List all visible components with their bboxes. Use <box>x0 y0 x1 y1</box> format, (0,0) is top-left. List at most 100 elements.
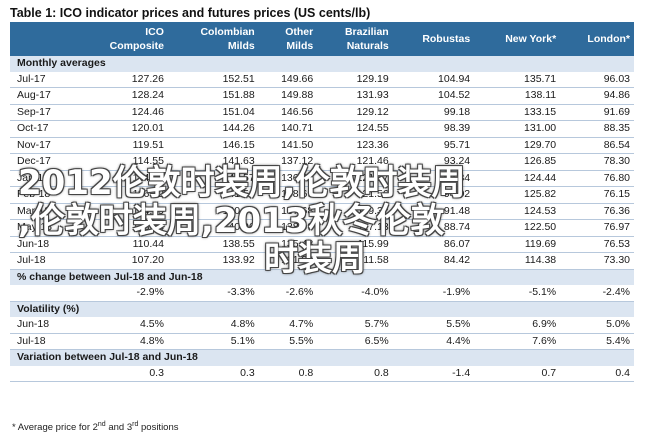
row-label: Jun-18 <box>10 317 78 334</box>
table-cell: 151.88 <box>167 87 259 105</box>
row-label <box>10 285 78 302</box>
table-row: Dec-17 114.55 141.63 137.12 121.46 93.24 126.8… <box>10 153 634 171</box>
table-body: Monthly averages Jul-17 127.26 152.51 149.66… <box>10 56 634 382</box>
table-cell: 0.8 <box>317 365 393 382</box>
table-cell: 115.99 <box>317 236 393 253</box>
table-row: Jul-18 4.8% 5.1% 5.5% 6.5% 4.4% 7.6% 5.4% <box>10 333 634 350</box>
table-cell: 0.3 <box>77 365 168 382</box>
footnote-text: positions <box>138 422 179 434</box>
table-cell: 137.12 <box>258 153 318 171</box>
table-cell: -2.6% <box>258 285 318 302</box>
table-cell: 121.46 <box>317 153 393 171</box>
table-cell: 124.53 <box>474 203 561 220</box>
table-cell: 0.3 <box>167 365 259 382</box>
table-cell: 126.85 <box>474 153 561 171</box>
table-cell: 138.69 <box>258 186 318 204</box>
table-cell: 135.48 <box>258 236 318 253</box>
table-cell: 6.5% <box>317 333 393 350</box>
section-heading-row: Monthly averages <box>10 56 634 72</box>
column-header: Other Milds <box>258 22 318 56</box>
table-cell: -2.4% <box>560 285 634 302</box>
section-heading: Volatility (%) <box>10 301 634 317</box>
row-label: Nov-17 <box>10 137 78 154</box>
table-cell: 136.33 <box>258 170 318 187</box>
table-cell: 138.99 <box>258 219 318 237</box>
table-cell: -2.9% <box>77 285 168 302</box>
table-row: Nov-17 119.51 146.15 141.50 123.36 95.71 129.7… <box>10 137 634 154</box>
row-label: May-18 <box>10 219 78 237</box>
table-cell: -3.3% <box>167 285 259 302</box>
table-cell: 6.9% <box>474 317 561 334</box>
table-cell: 73.30 <box>560 252 634 270</box>
table-cell: 140.71 <box>258 120 318 138</box>
table-cell: 123.36 <box>317 137 393 154</box>
row-label: Jan-18 <box>10 170 78 187</box>
row-label: Jun-18 <box>10 236 78 253</box>
section-heading: Monthly averages <box>10 56 634 72</box>
table-cell: 5.1% <box>167 333 259 350</box>
table-cell: 120.01 <box>77 120 168 138</box>
row-label: Jul-18 <box>10 333 78 350</box>
table-cell: 149.66 <box>258 71 318 88</box>
column-header: Colombian Milds <box>167 22 259 56</box>
table-cell: -4.0% <box>317 285 393 302</box>
table-cell: 78.30 <box>560 153 634 171</box>
footnote-sup: rd <box>132 421 139 428</box>
table-cell: 133.92 <box>167 252 259 270</box>
table-cell: 140.06 <box>167 219 259 237</box>
table-cell: 5.4% <box>560 333 634 350</box>
table-cell: 95.71 <box>392 137 475 154</box>
table-row: Mar-18 114.69 140.63 137.68 119.32 91.48 124.5… <box>10 203 634 220</box>
row-label: Feb-18 <box>10 186 78 204</box>
table-cell: 76.97 <box>560 219 634 237</box>
table-cell: 5.7% <box>317 317 393 334</box>
table-cell: 93.34 <box>392 170 475 187</box>
section-heading-row: Variation between Jul-18 and Jun-18 <box>10 349 634 366</box>
table-cell: 93.24 <box>392 153 475 171</box>
table-cell: 104.52 <box>392 87 475 105</box>
table-cell: 7.6% <box>474 333 561 350</box>
table-cell: -5.1% <box>474 285 561 302</box>
table-cell: 4.7% <box>258 317 318 334</box>
row-label <box>10 365 78 382</box>
section-heading: % change between Jul-18 and Jun-18 <box>10 269 634 285</box>
table-cell: 76.36 <box>560 203 634 220</box>
table-header-row: ICO Composite Colombian Milds Other Milds B… <box>10 22 634 56</box>
table-cell: 91.69 <box>560 104 634 121</box>
table-row: Feb-18 116.22 141.50 138.69 121.56 94.02 125.8… <box>10 186 634 204</box>
table-cell: 86.07 <box>392 236 475 253</box>
table-cell: 5.0% <box>560 317 634 334</box>
row-label: Jul-17 <box>10 71 78 88</box>
table-row: Sep-17 124.46 151.04 146.56 129.12 99.18 133.1… <box>10 104 634 121</box>
table-cell: 149.88 <box>258 87 318 105</box>
table-cell: 131.93 <box>317 87 393 105</box>
section-heading-row: % change between Jul-18 and Jun-18 <box>10 269 634 285</box>
table-cell: 129.12 <box>317 104 393 121</box>
table-cell: 4.8% <box>167 317 259 334</box>
table-cell: 0.8 <box>258 365 318 382</box>
table-cell: 119.69 <box>474 236 561 253</box>
table-cell: 128.24 <box>77 87 168 105</box>
table-cell: 116.22 <box>77 186 168 204</box>
table-cell: 104.94 <box>392 71 475 88</box>
table-cell: 76.80 <box>560 170 634 187</box>
table-cell: 135.71 <box>474 71 561 88</box>
table-row: May-18 113.34 140.06 138.99 117.13 88.74 122.5… <box>10 219 634 237</box>
table-cell: 117.13 <box>317 219 393 237</box>
table-title: Table 1: ICO indicator prices and future… <box>10 6 371 20</box>
column-header: Robustas <box>392 22 475 56</box>
table-cell: 94.86 <box>560 87 634 105</box>
table-cell: 91.48 <box>392 203 475 220</box>
table-row: Jul-17 127.26 152.51 149.66 129.19 104.94 135.… <box>10 71 634 88</box>
price-table: ICO Composite Colombian Milds Other Milds B… <box>10 22 634 382</box>
table-cell: 119.32 <box>317 203 393 220</box>
section-heading-row: Volatility (%) <box>10 301 634 317</box>
table-cell: 141.50 <box>258 137 318 154</box>
table-cell: 0.7 <box>474 365 561 382</box>
table-cell: 4.5% <box>77 317 168 334</box>
table-cell: 107.20 <box>77 252 168 270</box>
table-cell: 133.15 <box>474 104 561 121</box>
table-cell: 0.4 <box>560 365 634 382</box>
table-cell: 94.02 <box>392 186 475 204</box>
table-cell: 110.44 <box>77 236 168 253</box>
